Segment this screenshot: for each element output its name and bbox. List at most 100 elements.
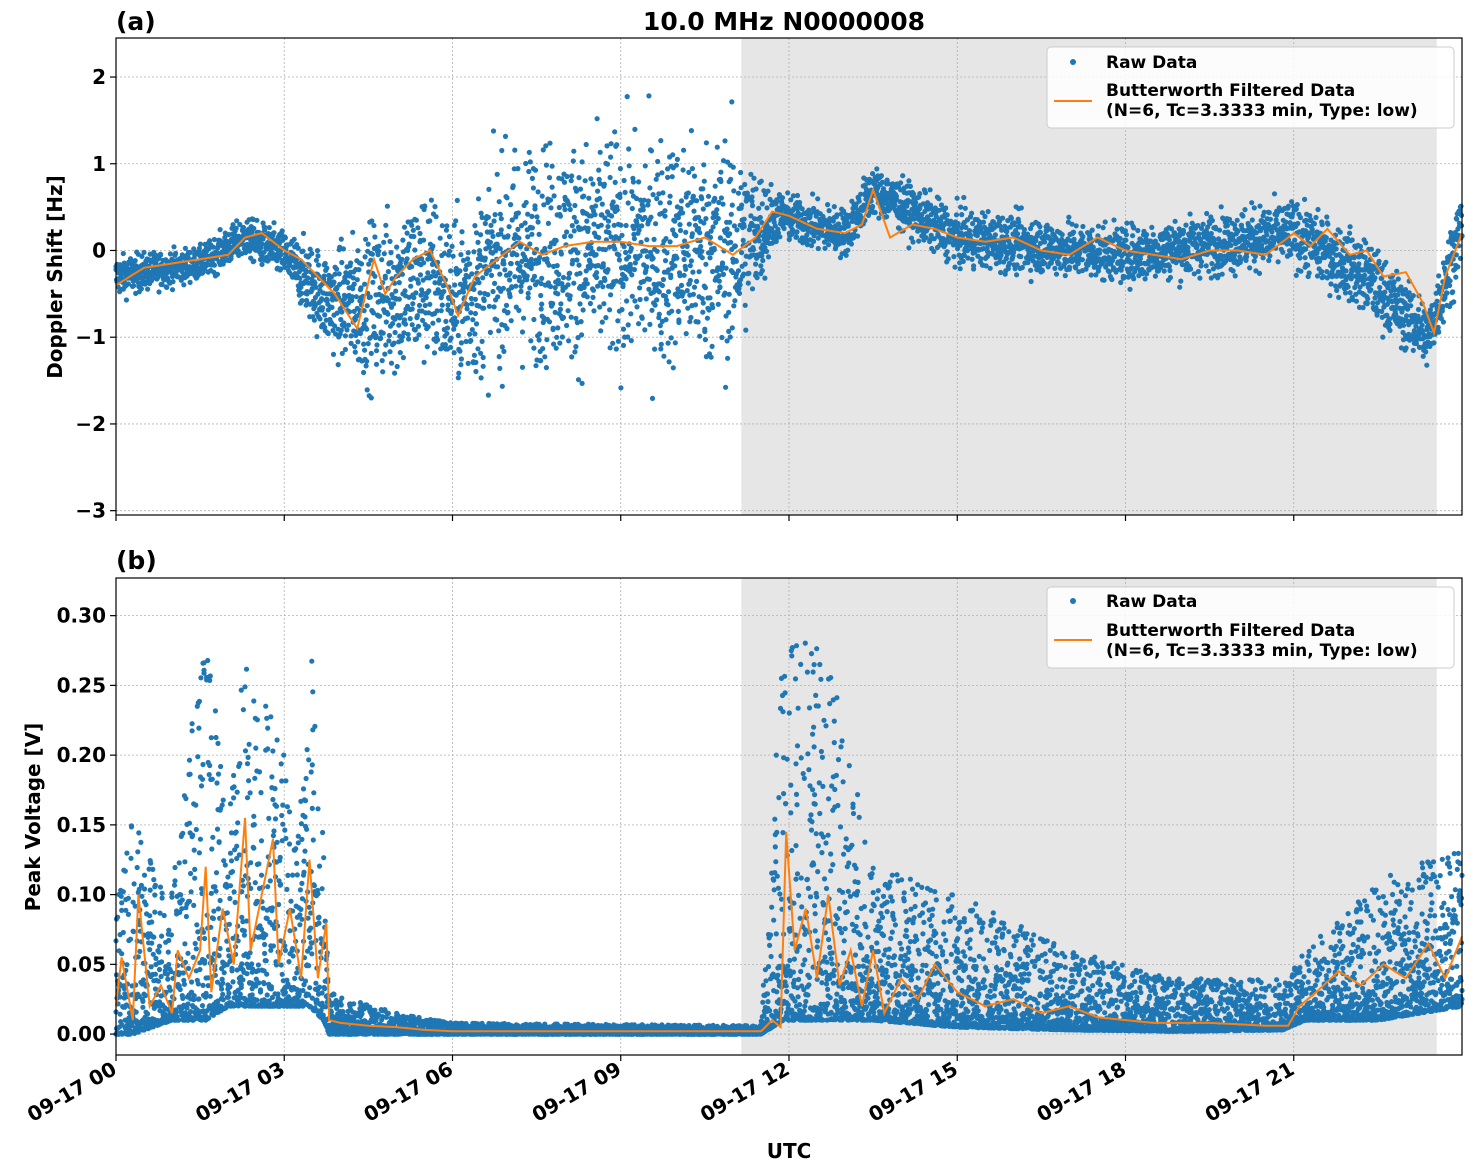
raw-data-point (1008, 215, 1015, 221)
raw-data-point (1234, 217, 1240, 223)
raw-data-point (1361, 281, 1367, 287)
raw-data-point (365, 341, 371, 347)
raw-data-point (1343, 268, 1349, 274)
raw-data-point (385, 269, 391, 275)
raw-data-point (1172, 218, 1178, 224)
raw-data-point (385, 311, 391, 317)
raw-data-point (1080, 223, 1086, 230)
raw-data-point (567, 206, 573, 213)
raw-data-point (314, 248, 321, 254)
raw-data-point (596, 167, 602, 173)
raw-data-point (181, 282, 187, 288)
raw-data-point (1203, 263, 1209, 269)
raw-data-point (324, 297, 330, 303)
raw-data-point (703, 140, 710, 146)
raw-data-point (517, 263, 523, 269)
raw-data-point (910, 239, 916, 245)
raw-data-point (211, 236, 217, 243)
raw-data-point (467, 331, 473, 337)
raw-data-point (617, 166, 624, 172)
raw-data-point (187, 249, 193, 256)
raw-data-point (382, 351, 388, 357)
raw-data-point (473, 368, 479, 375)
raw-data-point (505, 233, 511, 239)
raw-data-point (917, 191, 923, 197)
raw-data-point (734, 227, 740, 233)
raw-data-point (164, 284, 170, 290)
raw-data-point (599, 319, 605, 325)
raw-data-point (663, 236, 669, 242)
raw-data-point (756, 238, 762, 244)
raw-data-point (753, 261, 759, 267)
raw-data-point (432, 273, 439, 279)
raw-data-point (1125, 244, 1131, 251)
raw-data-point (260, 220, 266, 226)
raw-data-point (278, 251, 284, 258)
raw-data-point (632, 260, 639, 266)
raw-data-point (625, 322, 631, 328)
raw-data-point (428, 273, 434, 280)
raw-data-point (727, 231, 733, 237)
raw-data-point (396, 280, 402, 286)
raw-data-point (666, 289, 672, 295)
raw-data-point (259, 261, 265, 267)
raw-data-point (632, 298, 638, 304)
raw-data-point (685, 190, 691, 196)
raw-data-point (688, 314, 694, 321)
raw-data-point (763, 248, 770, 254)
raw-data-point (423, 295, 429, 301)
raw-data-point (425, 324, 431, 330)
raw-data-point (936, 196, 942, 202)
raw-data-point (262, 224, 268, 230)
raw-data-point (658, 346, 664, 352)
raw-data-point (305, 275, 311, 281)
raw-data-point (300, 230, 307, 236)
raw-data-point (954, 195, 960, 201)
raw-data-point (271, 220, 277, 226)
raw-data-point (916, 238, 922, 244)
raw-data-point (751, 175, 757, 181)
raw-data-point (396, 296, 402, 302)
raw-data-point (710, 224, 716, 230)
raw-data-point (1209, 261, 1215, 267)
raw-data-point (1372, 275, 1378, 281)
raw-data-point (477, 290, 483, 296)
raw-data-point (1137, 256, 1143, 262)
raw-data-point (522, 220, 528, 226)
raw-data-point (672, 340, 678, 346)
raw-data-point (637, 253, 643, 259)
raw-data-point (598, 328, 604, 334)
raw-data-point (369, 218, 375, 224)
raw-data-point (502, 267, 508, 273)
raw-data-point (334, 266, 340, 272)
raw-data-point (1293, 206, 1299, 212)
raw-data-point (1101, 277, 1107, 283)
raw-data-point (566, 338, 572, 344)
raw-data-point (357, 330, 363, 337)
raw-data-point (595, 188, 601, 194)
raw-data-point (339, 350, 345, 356)
raw-data-point (1285, 203, 1292, 209)
raw-data-point (1267, 216, 1273, 222)
raw-data-point (583, 252, 589, 258)
raw-data-point (564, 322, 570, 329)
raw-data-point (675, 308, 682, 314)
raw-data-point (636, 321, 642, 327)
raw-data-point (757, 214, 763, 221)
raw-data-point (1251, 258, 1257, 264)
raw-data-point (1194, 242, 1200, 248)
raw-data-point (451, 350, 457, 356)
raw-data-point (402, 310, 408, 316)
raw-data-point (658, 330, 664, 336)
raw-data-point (363, 236, 369, 242)
raw-data-point (608, 141, 614, 147)
raw-data-point (577, 270, 583, 276)
raw-data-point (401, 317, 408, 323)
raw-data-point (1062, 273, 1068, 279)
raw-data-point (313, 284, 319, 290)
raw-data-point (740, 237, 746, 243)
panel-a-raw-points (113, 93, 1465, 401)
raw-data-point (157, 251, 164, 257)
figure-title: 10.0 MHz N0000008 (643, 7, 925, 36)
raw-data-point (567, 293, 573, 299)
